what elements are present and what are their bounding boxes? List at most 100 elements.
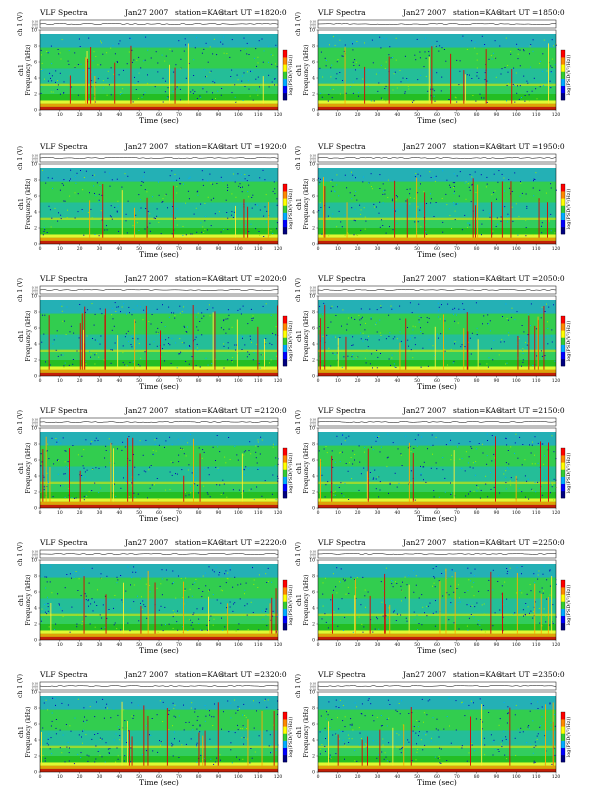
sferic-streak (154, 582, 156, 634)
noise-speck (154, 439, 156, 441)
noise-speck (455, 97, 457, 99)
noise-speck (223, 229, 225, 231)
noise-speck (519, 436, 521, 438)
noise-speck (49, 72, 51, 74)
frequency-band (40, 492, 278, 499)
noise-speck (355, 234, 357, 236)
noise-speck (384, 193, 386, 195)
noise-speck (526, 593, 528, 595)
noise-speck (360, 229, 362, 231)
noise-speck (515, 755, 517, 756)
noise-speck (212, 594, 214, 596)
noise-speck (192, 729, 194, 731)
noise-speck (432, 345, 434, 347)
noise-speck (134, 321, 136, 323)
noise-speck (394, 336, 396, 338)
noise-speck (169, 344, 171, 346)
noise-speck (164, 446, 165, 448)
noise-speck (74, 717, 76, 719)
noise-speck (268, 226, 270, 228)
noise-speck (354, 318, 356, 320)
noise-speck (225, 462, 227, 464)
noise-speck (481, 728, 483, 730)
noise-speck (272, 474, 274, 476)
noise-speck (433, 490, 435, 492)
noise-speck (553, 499, 554, 501)
noise-speck (88, 67, 90, 69)
noise-speck (443, 573, 445, 575)
colorbar-segment (561, 594, 565, 602)
noise-speck (201, 317, 203, 319)
noise-speck (227, 189, 228, 191)
noise-speck (80, 63, 82, 65)
noise-speck (250, 308, 252, 310)
noise-speck (156, 587, 158, 589)
noise-speck (58, 439, 60, 441)
x-tick-label: 30 (375, 246, 381, 252)
noise-speck (446, 760, 448, 761)
noise-speck (549, 570, 551, 572)
noise-speck (232, 173, 234, 175)
x-tick-label: 20 (355, 510, 361, 516)
noise-speck (412, 329, 414, 331)
noise-speck (444, 491, 446, 493)
noise-speck (370, 173, 372, 175)
noise-speck (161, 578, 163, 580)
noise-speck (50, 737, 52, 739)
frequency-band (318, 47, 556, 69)
noise-speck (201, 231, 203, 233)
colorbar-segment (283, 587, 287, 595)
noise-speck (442, 469, 444, 471)
noise-speck (475, 718, 477, 720)
noise-speck (347, 470, 349, 472)
noise-speck (56, 441, 58, 443)
noise-speck (325, 60, 327, 61)
noise-speck (434, 45, 436, 47)
noise-speck (40, 49, 42, 51)
noise-speck (365, 747, 367, 749)
noise-speck (235, 630, 237, 632)
noise-speck (220, 231, 222, 233)
noise-speck (332, 88, 334, 90)
noise-speck (239, 708, 240, 710)
frequency-band (318, 709, 556, 731)
sferic-streak (134, 207, 135, 238)
noise-speck (71, 577, 72, 579)
noise-speck (64, 461, 66, 463)
noise-speck (154, 86, 156, 88)
noise-speck (529, 612, 530, 614)
noise-speck (251, 70, 253, 72)
noise-speck (385, 38, 387, 40)
sferic-streak (94, 76, 96, 104)
noise-speck (379, 451, 381, 453)
noise-speck (361, 316, 363, 318)
sferic-streak (104, 308, 106, 370)
noise-speck (244, 737, 246, 739)
noise-speck (523, 75, 525, 77)
x-tick-label: 0 (317, 112, 320, 118)
noise-speck (60, 485, 61, 487)
noise-speck (138, 229, 140, 231)
noise-speck (336, 485, 338, 487)
noise-speck (125, 364, 127, 366)
noise-speck (257, 587, 259, 588)
noise-speck (413, 100, 415, 102)
noise-speck (395, 367, 397, 368)
noise-speck (523, 615, 524, 617)
amp-tick-label: 0.00 (310, 685, 316, 689)
noise-speck (146, 725, 147, 727)
noise-speck (41, 70, 43, 72)
noise-speck (105, 466, 107, 468)
noise-speck (51, 80, 53, 82)
noise-speck (95, 437, 97, 439)
noise-speck (484, 744, 486, 746)
noise-speck (128, 730, 130, 732)
noise-speck (125, 220, 127, 222)
noise-speck (220, 39, 222, 41)
noise-speck (501, 68, 503, 70)
noise-speck (547, 343, 549, 345)
noise-speck (400, 585, 402, 587)
noise-speck (250, 223, 252, 225)
noise-speck (501, 173, 503, 175)
